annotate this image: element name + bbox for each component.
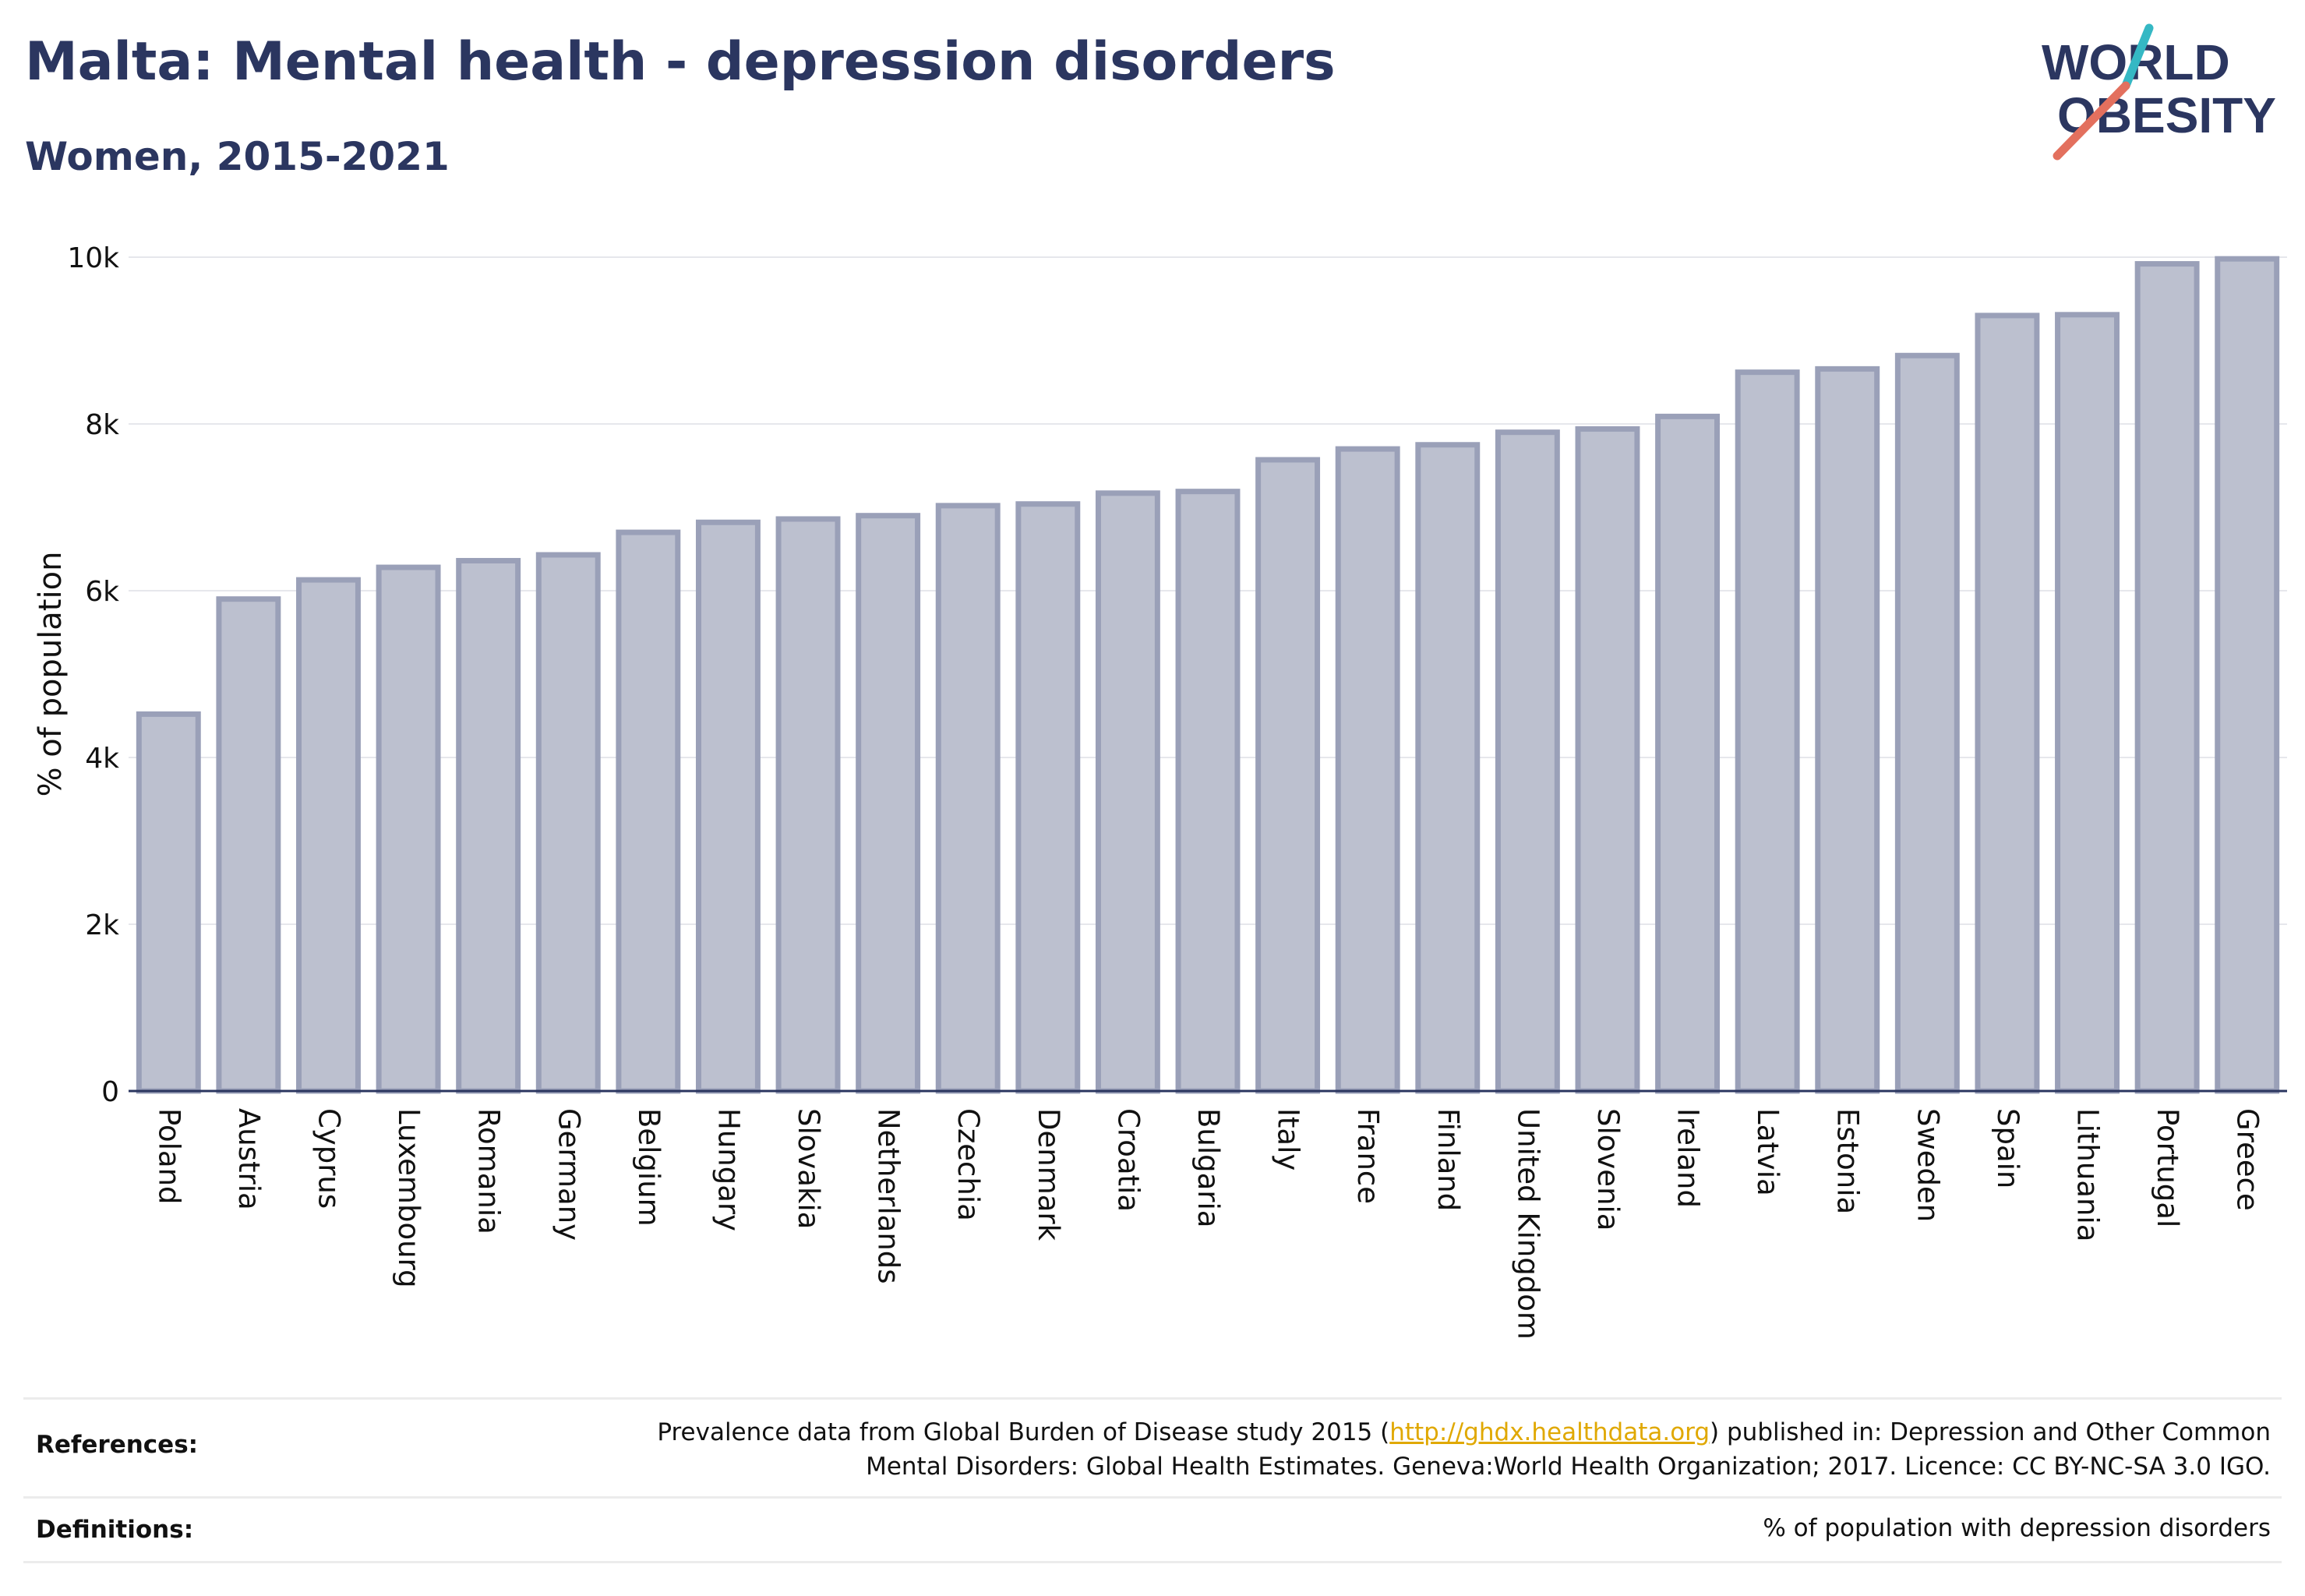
- bar: [216, 596, 281, 1094]
- bar: [695, 519, 761, 1094]
- x-tick-label: Hungary: [711, 1108, 745, 1231]
- x-tick-label: Croatia: [1111, 1108, 1145, 1212]
- x-tick-label: Austria: [232, 1108, 266, 1210]
- page-title: Malta: Mental health - depression disord…: [25, 31, 1336, 93]
- bar: [935, 503, 1001, 1094]
- x-tick-label: Italy: [1272, 1108, 1305, 1171]
- definitions-text: % of population with depression disorder…: [1763, 1514, 2271, 1542]
- x-tick-label: Latvia: [1751, 1108, 1784, 1196]
- y-tick-label: 8k: [85, 409, 119, 441]
- x-tick-label: Luxembourg: [392, 1108, 425, 1288]
- bar: [1335, 446, 1400, 1094]
- references-line2: Mental Disorders: Global Health Estimate…: [866, 1453, 2271, 1481]
- x-tick-label: Romania: [472, 1108, 506, 1234]
- y-tick-label: 2k: [85, 909, 119, 941]
- references-pre: Prevalence data from Global Burden of Di…: [657, 1418, 1390, 1446]
- bar: [775, 516, 841, 1094]
- x-tick-label: Poland: [152, 1108, 185, 1205]
- x-tick-label: Denmark: [1032, 1108, 1065, 1241]
- x-tick-label: Cyprus: [312, 1108, 345, 1209]
- x-tick-label: Netherlands: [872, 1108, 905, 1284]
- bar: [136, 711, 201, 1094]
- bar: [1255, 457, 1321, 1094]
- references-post: ) published in: Depression and Other Com…: [1710, 1418, 2271, 1446]
- logo-slash-bottom: [2053, 81, 2130, 161]
- x-tick-label: Czechia: [951, 1108, 985, 1221]
- bar: [1495, 429, 1560, 1094]
- x-tick-label: Slovakia: [792, 1108, 825, 1229]
- bar: [1575, 425, 1640, 1094]
- page-subtitle: Women, 2015-2021: [25, 134, 450, 179]
- x-tick-label: Greece: [2231, 1108, 2264, 1211]
- references-row: References: Prevalence data from Global …: [23, 1397, 2282, 1496]
- x-tick-label: Lithuania: [2071, 1108, 2105, 1241]
- bar: [376, 564, 441, 1094]
- x-tick-label: Ireland: [1671, 1108, 1705, 1208]
- bar: [616, 529, 681, 1094]
- bar: [2134, 261, 2200, 1094]
- y-axis-label: % of population: [33, 552, 69, 797]
- x-tick-label: Finland: [1431, 1108, 1465, 1211]
- bar: [1095, 490, 1160, 1094]
- bar: [1015, 501, 1081, 1094]
- bar: [1894, 352, 1960, 1094]
- y-tick-label: 0: [101, 1076, 119, 1108]
- bar: [1415, 442, 1481, 1094]
- references-link[interactable]: http://ghdx.healthdata.org: [1389, 1418, 1710, 1446]
- bar: [1975, 312, 2040, 1094]
- bar: [1175, 489, 1241, 1094]
- x-tick-label: Spain: [1991, 1108, 2024, 1188]
- bar: [456, 557, 521, 1094]
- world-obesity-logo: WORLD OBESITY: [2042, 23, 2276, 161]
- logo-slash-top: [2121, 23, 2154, 90]
- x-tick-label: France: [1351, 1108, 1385, 1204]
- bar: [2055, 312, 2120, 1094]
- bar: [1735, 369, 1800, 1094]
- bar: [1815, 365, 1880, 1094]
- bar: [1655, 413, 1721, 1094]
- x-tick-label: Bulgaria: [1191, 1108, 1225, 1227]
- bar: [2215, 256, 2280, 1094]
- definitions-label: Definitions:: [36, 1516, 194, 1544]
- y-tick-label: 4k: [85, 743, 119, 775]
- bar: [856, 513, 921, 1094]
- references-label: References:: [36, 1431, 199, 1459]
- y-tick-label: 6k: [85, 576, 119, 608]
- bar: [535, 552, 601, 1094]
- x-tick-label: Sweden: [1911, 1108, 1944, 1222]
- definitions-row: Definitions: % of population with depres…: [23, 1496, 2282, 1563]
- y-tick-label: 10k: [67, 242, 119, 274]
- bar-chart: 0 2k 4k 6k 8k 10k % of population Poland Austria…: [33, 242, 2287, 1340]
- x-tick-label: United Kingdom: [1511, 1108, 1544, 1340]
- x-tick-label: Estonia: [1831, 1108, 1865, 1214]
- x-tick-label: Belgium: [632, 1108, 665, 1227]
- references-text: Prevalence data from Global Burden of Di…: [657, 1415, 2271, 1484]
- x-tick-label: Portugal: [2151, 1108, 2184, 1227]
- x-tick-label: Slovenia: [1591, 1108, 1625, 1231]
- x-tick-label: Germany: [552, 1108, 585, 1241]
- bar: [296, 577, 361, 1094]
- footer-table: References: Prevalence data from Global …: [23, 1397, 2282, 1563]
